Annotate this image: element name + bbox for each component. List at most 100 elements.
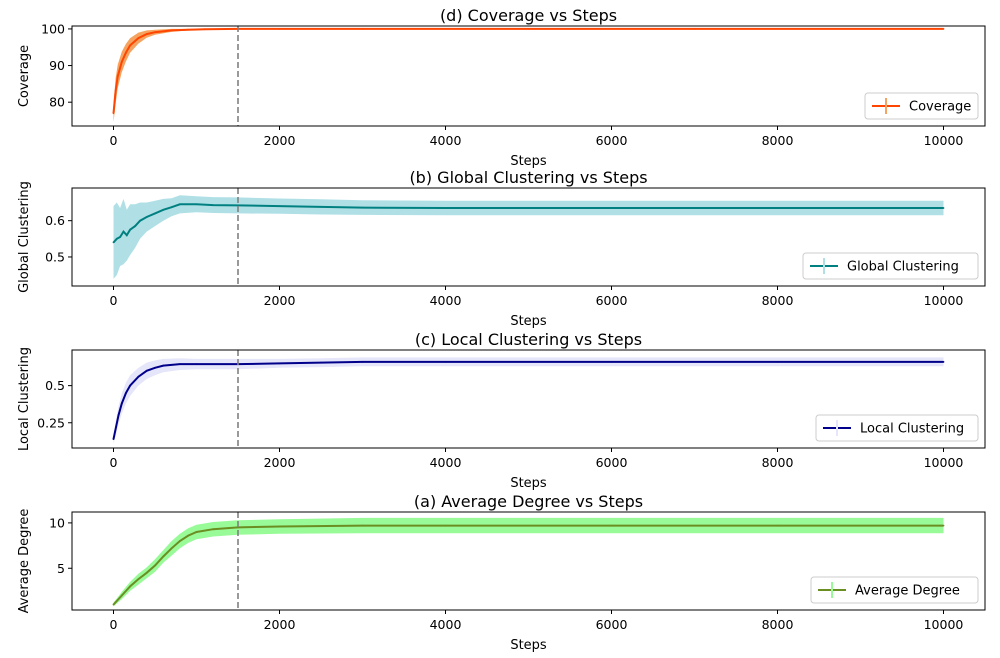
data-point (187, 28, 190, 31)
data-point (137, 37, 140, 39)
data-point (179, 203, 181, 206)
data-point (320, 206, 322, 208)
y-tick-label: 0.25 (37, 415, 65, 430)
x-tick-label: 4000 (430, 293, 462, 308)
data-point (112, 241, 115, 244)
data-point (170, 206, 173, 209)
data-point (170, 29, 173, 32)
x-tick-label: 0 (110, 617, 118, 632)
data-point (137, 375, 140, 378)
legend-label: Coverage (909, 100, 971, 115)
data-point (693, 28, 696, 30)
data-point (115, 426, 117, 429)
data-point (115, 237, 118, 240)
data-point (129, 585, 132, 588)
data-point (942, 28, 945, 30)
data-point (129, 44, 132, 47)
data-point (125, 392, 127, 394)
data-point (162, 555, 165, 558)
axes-frame (71, 511, 986, 611)
legend-box (864, 92, 979, 120)
data-point (116, 75, 119, 78)
legend: Average Degree (810, 576, 979, 604)
chart-title: (a) Average Degree vs Steps (414, 492, 643, 511)
data-point (237, 204, 239, 207)
data-point (120, 402, 123, 405)
data-point (145, 571, 148, 574)
data-point (444, 524, 447, 527)
series-line-1 (112, 27, 944, 114)
y-tick-label: 90 (49, 58, 65, 73)
data-point (195, 203, 198, 206)
x-tick-label: 0 (110, 133, 118, 148)
data-point (134, 225, 137, 228)
data-point (170, 547, 173, 550)
data-point (776, 524, 779, 527)
y-tick-label: 0.5 (45, 378, 65, 393)
data-point (145, 216, 148, 218)
y-tick-label: 5 (57, 561, 65, 576)
legend-box (815, 414, 979, 442)
y-tick-label: 80 (49, 95, 65, 110)
subplot-3: 0 2000 4000 6000 8000 10000 0.25 0.5 (c) Local C… (17, 330, 986, 491)
data-point (942, 361, 945, 363)
data-point (527, 28, 530, 30)
data-point (154, 564, 156, 567)
y-axis-label: Average Degree (17, 509, 32, 614)
x-tick-label: 2000 (264, 293, 296, 308)
subplot-1: 0 2000 4000 6000 8000 10000 80 90 100 (d) Coverag… (17, 6, 986, 169)
data-point (129, 384, 132, 387)
x-tick-label: 10000 (924, 617, 964, 632)
x-tick-label: 8000 (762, 133, 794, 148)
legend-label: Average Degree (855, 584, 960, 599)
data-point (776, 207, 779, 209)
axes-frame (71, 187, 986, 287)
data-point (278, 28, 281, 30)
data-point (278, 525, 281, 528)
data-point (195, 363, 198, 365)
data-point (361, 361, 364, 363)
data-point (139, 219, 142, 222)
y-tick-label: 100 (41, 21, 65, 36)
subplot-2: 0 2000 4000 6000 8000 10000 0.5 0.6 (b) Global C… (17, 168, 986, 329)
chart-title: (b) Global Clustering vs Steps (409, 168, 647, 187)
data-point (120, 61, 123, 63)
data-point (154, 366, 156, 369)
y-tick-label: 0.5 (45, 249, 65, 264)
legend: Coverage (864, 92, 979, 120)
x-tick-label: 6000 (596, 617, 628, 632)
data-point (154, 212, 156, 215)
y-tick-label: 0.6 (45, 213, 65, 228)
data-point (120, 594, 123, 597)
data-point (154, 31, 156, 34)
data-point (361, 206, 364, 209)
subplot-4: 0 2000 4000 6000 8000 10000 5 10 (a) Average Deg… (17, 492, 986, 653)
x-tick-label: 6000 (596, 455, 628, 470)
x-tick-label: 8000 (762, 293, 794, 308)
data-point (212, 528, 215, 531)
x-axis-label: Steps (510, 154, 547, 169)
y-axis-label: Global Clustering (17, 181, 32, 293)
data-point (320, 361, 322, 364)
chart-title: (d) Coverage vs Steps (440, 6, 617, 25)
data-point (195, 531, 198, 533)
data-point (942, 207, 945, 209)
data-point (112, 438, 115, 440)
x-tick-label: 4000 (430, 455, 462, 470)
data-point (162, 364, 165, 367)
legend-label: Local Clustering (860, 422, 964, 437)
data-point (112, 112, 115, 115)
data-point (162, 208, 165, 211)
x-tick-label: 2000 (264, 455, 296, 470)
data-point (203, 28, 206, 31)
data-point (125, 51, 127, 54)
x-tick-label: 4000 (430, 617, 462, 632)
y-tick-label: 10 (49, 515, 65, 530)
data-point (361, 28, 364, 30)
x-tick-label: 6000 (596, 133, 628, 148)
data-point (610, 207, 613, 209)
data-point (179, 363, 181, 365)
x-tick-label: 2000 (264, 617, 296, 632)
legend-box (802, 252, 979, 280)
